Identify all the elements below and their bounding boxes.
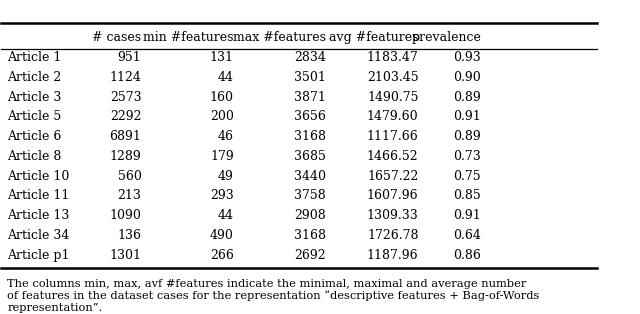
Text: 0.86: 0.86 [453,249,481,262]
Text: 0.89: 0.89 [453,91,481,104]
Text: Article 5: Article 5 [7,111,61,123]
Text: 1607.96: 1607.96 [367,189,419,203]
Text: 1183.47: 1183.47 [367,51,419,64]
Text: 2908: 2908 [294,209,326,222]
Text: Article p1: Article p1 [7,249,70,262]
Text: 951: 951 [118,51,141,64]
Text: Article 34: Article 34 [7,229,70,242]
Text: 2103.45: 2103.45 [367,71,419,84]
Text: 160: 160 [210,91,234,104]
Text: 136: 136 [117,229,141,242]
Text: 44: 44 [218,71,234,84]
Text: 6891: 6891 [109,130,141,143]
Text: 213: 213 [118,189,141,203]
Text: 1117.66: 1117.66 [367,130,419,143]
Text: 200: 200 [210,111,234,123]
Text: 0.90: 0.90 [453,71,481,84]
Text: 3501: 3501 [294,71,326,84]
Text: 1466.52: 1466.52 [367,150,419,163]
Text: 1657.22: 1657.22 [367,170,419,183]
Text: 0.75: 0.75 [454,170,481,183]
Text: 1187.96: 1187.96 [367,249,419,262]
Text: 560: 560 [118,170,141,183]
Text: # cases: # cases [92,30,141,44]
Text: The columns min, max, avf #features indicate the minimal, maximal and average nu: The columns min, max, avf #features indi… [7,279,540,313]
Text: 1309.33: 1309.33 [367,209,419,222]
Text: 1726.78: 1726.78 [367,229,419,242]
Text: 2692: 2692 [294,249,326,262]
Text: 1479.60: 1479.60 [367,111,419,123]
Text: 2573: 2573 [110,91,141,104]
Text: prevalence: prevalence [412,30,481,44]
Text: 0.85: 0.85 [453,189,481,203]
Text: 266: 266 [210,249,234,262]
Text: 3168: 3168 [294,229,326,242]
Text: 0.91: 0.91 [453,209,481,222]
Text: 0.89: 0.89 [453,130,481,143]
Text: Article 13: Article 13 [7,209,70,222]
Text: 3440: 3440 [294,170,326,183]
Text: 3656: 3656 [294,111,326,123]
Text: 44: 44 [218,209,234,222]
Text: 49: 49 [218,170,234,183]
Text: Article 1: Article 1 [7,51,61,64]
Text: 3168: 3168 [294,130,326,143]
Text: 0.93: 0.93 [453,51,481,64]
Text: 1124: 1124 [109,71,141,84]
Text: Article 3: Article 3 [7,91,61,104]
Text: 0.64: 0.64 [453,229,481,242]
Text: Article 11: Article 11 [7,189,70,203]
Text: Article 10: Article 10 [7,170,70,183]
Text: 0.91: 0.91 [453,111,481,123]
Text: max #features: max #features [233,30,326,44]
Text: min #features: min #features [143,30,234,44]
Text: 293: 293 [210,189,234,203]
Text: 1289: 1289 [109,150,141,163]
Text: Article 6: Article 6 [7,130,61,143]
Text: 1490.75: 1490.75 [367,91,419,104]
Text: 1301: 1301 [109,249,141,262]
Text: 46: 46 [218,130,234,143]
Text: 3685: 3685 [294,150,326,163]
Text: 2834: 2834 [294,51,326,64]
Text: 2292: 2292 [110,111,141,123]
Text: 131: 131 [210,51,234,64]
Text: 3871: 3871 [294,91,326,104]
Text: 1090: 1090 [109,209,141,222]
Text: 179: 179 [210,150,234,163]
Text: Article 8: Article 8 [7,150,61,163]
Text: Article 2: Article 2 [7,71,61,84]
Text: 3758: 3758 [294,189,326,203]
Text: 0.73: 0.73 [453,150,481,163]
Text: avg #features: avg #features [329,30,419,44]
Text: 490: 490 [210,229,234,242]
